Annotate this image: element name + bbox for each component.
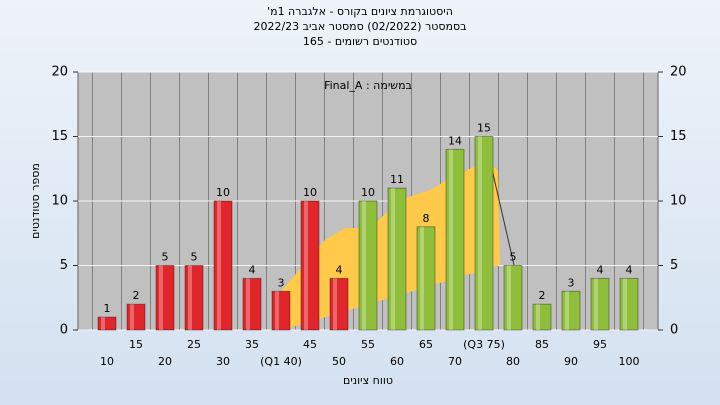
- x-tick-label: 85: [535, 338, 549, 351]
- x-tick-label: (Q1 40): [260, 355, 302, 368]
- bar-highlight: [304, 201, 308, 330]
- y-tick-label: 15: [51, 129, 68, 144]
- x-tick-label: 15: [129, 338, 143, 351]
- x-tick-label: 35: [245, 338, 259, 351]
- bar: [474, 136, 494, 331]
- value-label: 14: [448, 134, 462, 147]
- bar: [213, 200, 233, 331]
- quartile-line: [490, 164, 515, 266]
- bar-highlight: [333, 278, 337, 330]
- chart-subtitle: בסמסטר (02/2022) סמסטר אביב 2022/23: [253, 20, 466, 33]
- y2-tick-label: 10: [670, 194, 687, 209]
- x-tick-label: 100: [619, 355, 640, 368]
- value-label: 10: [361, 186, 375, 199]
- chart-title: היסטוגרמת ציונים בקורס - אלגברה 1מ': [267, 5, 453, 18]
- value-label: 3: [278, 276, 285, 289]
- bar: [329, 277, 349, 331]
- bar-highlight: [246, 278, 250, 330]
- chart-subtitle: סטודנטים רשומים - 165: [303, 35, 417, 48]
- bar-highlight: [565, 291, 569, 330]
- x-tick-label: 20: [158, 355, 172, 368]
- bar: [155, 265, 175, 331]
- value-label: 2: [539, 289, 546, 302]
- y2-tick-label: 5: [670, 258, 678, 273]
- bar-highlight: [507, 265, 511, 330]
- value-label: 10: [216, 186, 230, 199]
- bar-highlight: [159, 265, 163, 330]
- bar-highlight: [391, 188, 395, 330]
- bar-highlight: [362, 201, 366, 330]
- value-label: 1: [104, 302, 111, 315]
- x-tick-label: 55: [361, 338, 375, 351]
- x-tick-label: 95: [593, 338, 607, 351]
- bar: [561, 290, 581, 331]
- y-tick-label: 10: [51, 194, 68, 209]
- value-label: 5: [510, 251, 517, 264]
- value-label: 8: [423, 212, 430, 225]
- bar-highlight: [275, 291, 279, 330]
- y2-tick-label: 15: [670, 129, 687, 144]
- y-tick-label: 20: [51, 65, 68, 80]
- bar-highlight: [449, 149, 453, 330]
- bar: [532, 303, 552, 331]
- x-tick-label: 45: [303, 338, 317, 351]
- value-label: 2: [133, 289, 140, 302]
- x-tick-label: 10: [100, 355, 114, 368]
- x-tick-label: (Q3 75): [463, 338, 505, 351]
- bar-highlight: [623, 278, 627, 330]
- bar: [445, 148, 465, 331]
- annotation: במשימה : Final_A: [324, 79, 412, 92]
- value-label: 4: [336, 263, 343, 276]
- x-tick-label: 65: [419, 338, 433, 351]
- bar: [387, 187, 407, 331]
- bar-highlight: [130, 304, 134, 330]
- bar: [590, 277, 610, 331]
- y2-tick-label: 0: [670, 323, 678, 338]
- x-tick-label: 25: [187, 338, 201, 351]
- bar: [126, 303, 146, 331]
- x-tick-label: 80: [506, 355, 520, 368]
- bar-highlight: [188, 265, 192, 330]
- value-label: 15: [477, 122, 491, 135]
- bar: [358, 200, 378, 331]
- bar-highlight: [594, 278, 598, 330]
- value-label: 10: [303, 186, 317, 199]
- x-tick-label: 30: [216, 355, 230, 368]
- x-tick-label: 70: [448, 355, 462, 368]
- bar-highlight: [420, 226, 424, 330]
- bar: [503, 265, 523, 331]
- bar-highlight: [217, 201, 221, 330]
- y-axis-label: מספר סטודנטים: [29, 163, 42, 239]
- bar: [184, 265, 204, 331]
- bar-highlight: [536, 304, 540, 330]
- bar: [271, 290, 291, 331]
- value-label: 11: [390, 173, 404, 186]
- value-label: 4: [626, 263, 633, 276]
- x-tick-label: 50: [332, 355, 346, 368]
- x-tick-label: 90: [564, 355, 578, 368]
- value-label: 4: [249, 263, 256, 276]
- bar-highlight: [101, 317, 105, 330]
- value-label: 4: [597, 263, 604, 276]
- bar: [416, 226, 436, 331]
- y-tick-label: 0: [60, 323, 68, 338]
- bar: [97, 316, 117, 331]
- bar: [242, 277, 262, 331]
- x-axis-label: טווח ציונים: [343, 374, 393, 387]
- bar: [300, 200, 320, 331]
- value-label: 3: [568, 276, 575, 289]
- y-tick-label: 5: [60, 258, 68, 273]
- value-label: 5: [162, 251, 169, 264]
- x-tick-label: 60: [390, 355, 404, 368]
- value-label: 5: [191, 251, 198, 264]
- bar: [619, 277, 639, 331]
- bar-highlight: [478, 136, 482, 330]
- y2-tick-label: 20: [670, 65, 687, 80]
